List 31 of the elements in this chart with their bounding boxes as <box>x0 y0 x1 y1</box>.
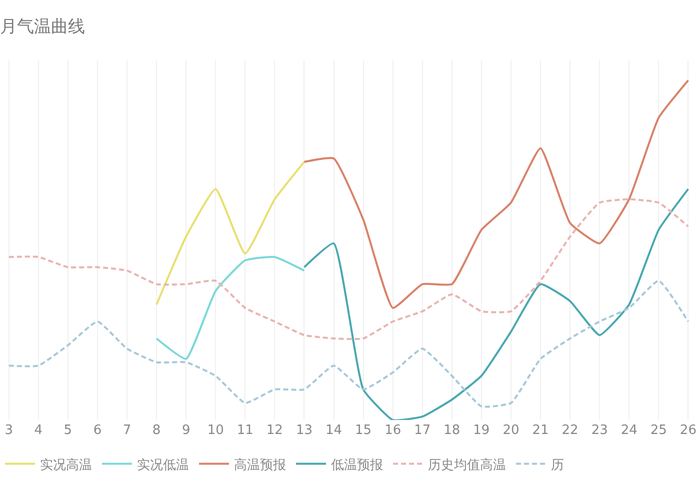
x-tick-label: 23 <box>591 423 608 438</box>
legend-label: 低温预报 <box>331 458 383 473</box>
x-tick-label: 17 <box>414 423 431 438</box>
x-tick-label: 9 <box>182 423 190 438</box>
x-tick-label: 26 <box>680 423 696 438</box>
x-tick-label: 12 <box>266 423 283 438</box>
x-tick-label: 3 <box>4 423 13 438</box>
x-tick-label: 25 <box>650 423 667 438</box>
x-tick-label: 22 <box>562 423 578 438</box>
legend-label: 高温预报 <box>234 456 286 473</box>
legend-label: 历史均值高温 <box>428 456 506 473</box>
x-tick-label: 5 <box>64 423 72 438</box>
x-tick-label: 21 <box>532 423 549 438</box>
x-tick-label: 14 <box>325 423 342 438</box>
x-tick-label: 13 <box>296 423 312 438</box>
legend-label: 实况低温 <box>137 458 189 473</box>
legend-label: 实况高温 <box>40 456 92 473</box>
x-tick-label: 8 <box>152 423 161 438</box>
x-tick-label: 7 <box>122 423 132 438</box>
x-tick-label: 19 <box>473 423 490 438</box>
x-tick-label: 10 <box>207 423 224 438</box>
x-tick-label: 24 <box>620 423 638 438</box>
x-tick-label: 18 <box>444 423 460 438</box>
x-tick-label: 6 <box>93 423 102 438</box>
x-tick-label: 4 <box>34 423 43 438</box>
x-tick-label: 20 <box>502 423 520 438</box>
x-tick-label: 11 <box>236 423 254 438</box>
chart-title: 月气温曲线 <box>0 16 85 37</box>
x-tick-label: 16 <box>384 423 402 438</box>
x-tick-label: 15 <box>355 423 372 438</box>
legend-label: 历 <box>551 458 564 473</box>
